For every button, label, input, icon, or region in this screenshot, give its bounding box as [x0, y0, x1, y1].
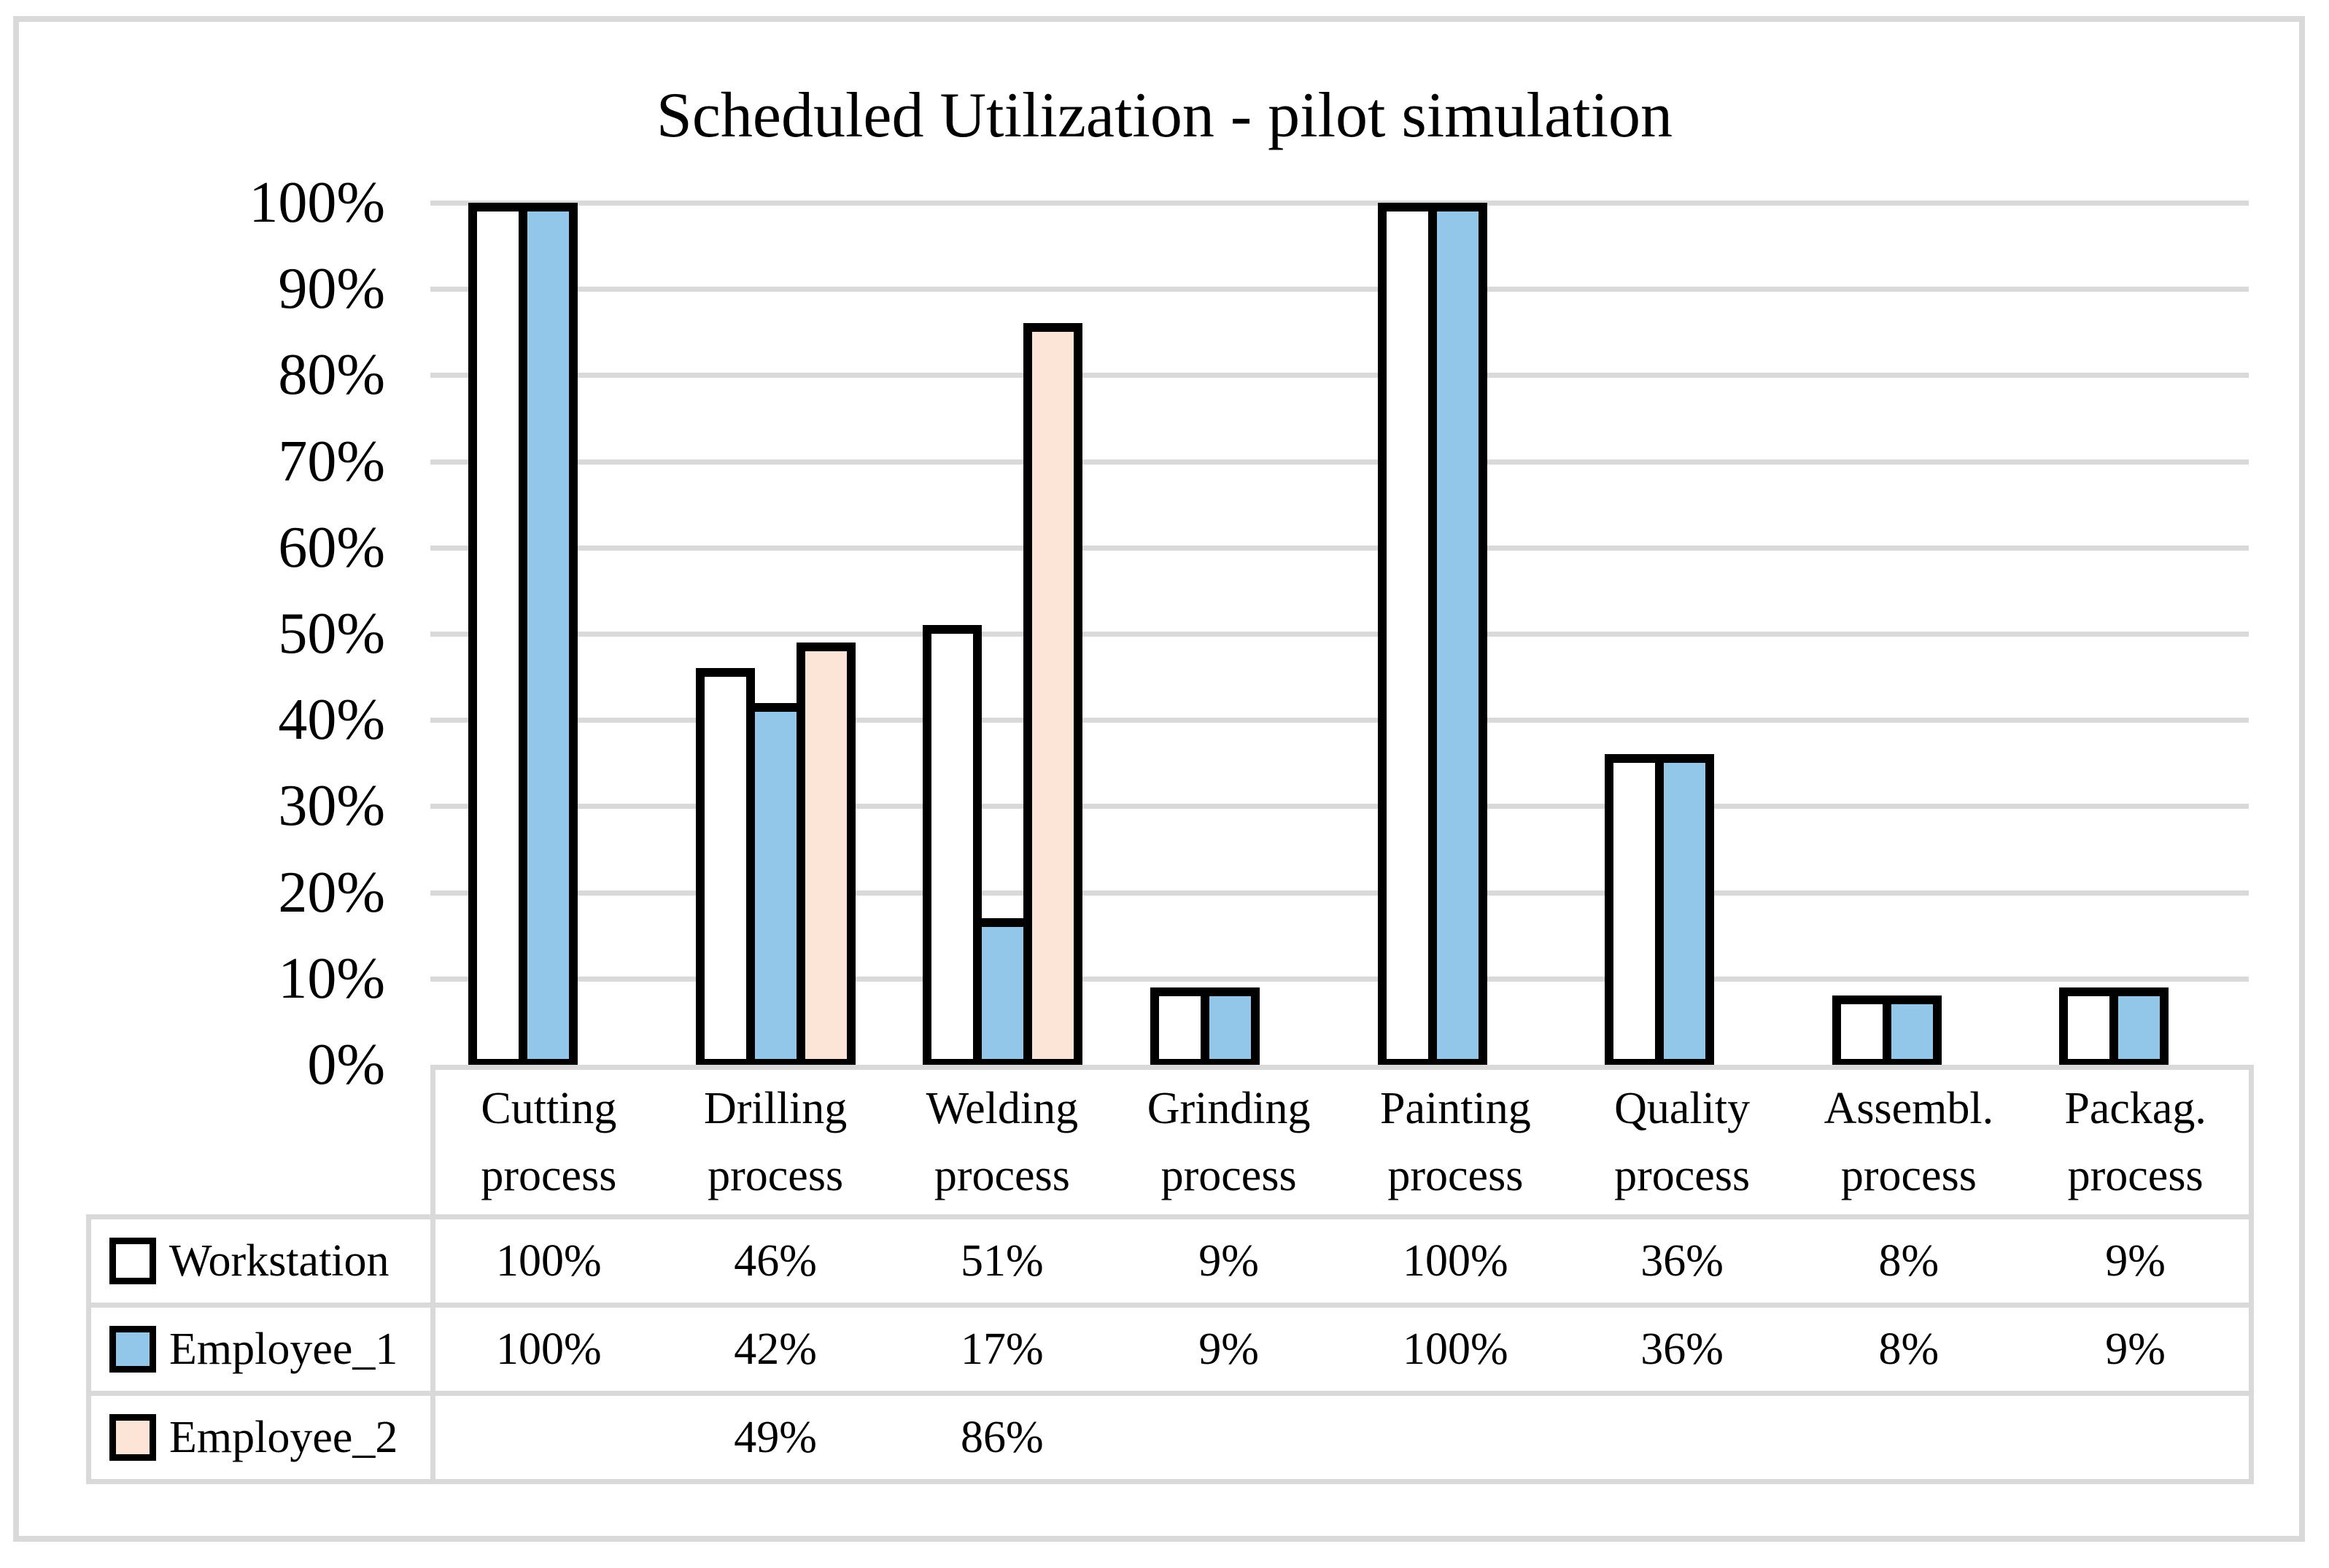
- bar-employee-1-assembl-process: [1882, 995, 1942, 1068]
- table-value-employee-2-quality-process: [1569, 1396, 1796, 1479]
- table-value-employee-2-cutting-process: [435, 1396, 662, 1479]
- table-value-employee-2-drilling-process: 49%: [734, 1412, 817, 1462]
- table-value-workstation-painting-process: 100%: [1403, 1235, 1508, 1286]
- chart-title: Scheduled Utilization - pilot simulation: [656, 80, 1673, 151]
- category-label-line: process: [2067, 1151, 2204, 1200]
- y-axis-tick-label: 40%: [278, 688, 385, 753]
- bar-employee-2-drilling-process: [796, 642, 856, 1068]
- category-label-line: process: [1614, 1151, 1751, 1200]
- table-row-employee-2: Employee_2 49% 86%: [91, 1391, 2249, 1479]
- table-value-employee-1-packag-process: 9%: [2105, 1324, 2166, 1374]
- category-label-line: Quality: [1614, 1084, 1751, 1133]
- category-label-line: Painting: [1380, 1084, 1531, 1133]
- table-value-employee-1-cutting-process: 100%: [496, 1324, 602, 1374]
- y-axis-tick-label: 90%: [278, 257, 385, 322]
- category-label-assembl-process: Assembl. process: [1796, 1070, 2023, 1214]
- y-axis-tick-label: 30%: [278, 774, 385, 839]
- category-label-cutting-process: Cutting process: [435, 1070, 662, 1214]
- bar-workstation-grinding-process: [1150, 987, 1209, 1068]
- legend-cell-employee-1: Employee_1: [91, 1308, 435, 1391]
- table-value-employee-1-welding-process: 17%: [961, 1324, 1044, 1374]
- table-value-workstation-drilling-process: 46%: [734, 1235, 817, 1286]
- legend-cell-employee-2: Employee_2: [91, 1396, 435, 1479]
- y-axis-tick-label: 100%: [249, 171, 385, 235]
- table-row-employee-1: Employee_1 100% 42% 17% 9% 100% 36% 8% 9%: [91, 1303, 2249, 1391]
- legend-key-icon: [109, 1326, 156, 1373]
- legend-label: Employee_1: [169, 1324, 398, 1374]
- gridline: [430, 718, 2249, 723]
- bar-employee-2-welding-process: [1023, 323, 1083, 1068]
- category-label-quality-process: Quality process: [1569, 1070, 1796, 1214]
- y-axis-tick-label: 70%: [278, 429, 385, 494]
- gridline: [430, 890, 2249, 896]
- gridline: [430, 632, 2249, 637]
- bar-workstation-welding-process: [923, 625, 983, 1068]
- data-table: Workstation 100% 46% 51% 9% 100% 36% 8% 9% Employ…: [86, 1214, 2254, 1484]
- category-label-line: Assembl.: [1824, 1084, 1994, 1133]
- category-label-painting-process: Painting process: [1342, 1070, 1569, 1214]
- category-label-line: Cutting: [481, 1084, 617, 1133]
- table-value-employee-2-grinding-process: [1115, 1396, 1342, 1479]
- table-row-workstation: Workstation 100% 46% 51% 9% 100% 36% 8% 9%: [91, 1219, 2249, 1303]
- table-value-employee-1-painting-process: 100%: [1403, 1324, 1508, 1374]
- category-label-line: process: [934, 1151, 1070, 1200]
- table-value-workstation-grinding-process: 9%: [1198, 1235, 1259, 1286]
- category-label-line: process: [708, 1151, 844, 1200]
- gridline: [430, 804, 2249, 810]
- table-value-employee-2-welding-process: 86%: [961, 1412, 1044, 1462]
- table-value-employee-1-quality-process: 36%: [1640, 1324, 1724, 1374]
- legend-label: Workstation: [169, 1235, 390, 1286]
- category-label-packag-process: Packag. process: [2022, 1070, 2249, 1214]
- table-value-employee-1-drilling-process: 42%: [734, 1324, 817, 1374]
- y-axis-tick-label: 50%: [278, 602, 385, 666]
- category-label-grinding-process: Grinding process: [1115, 1070, 1342, 1214]
- category-axis-strip: Cutting process Drilling process Welding proc…: [430, 1065, 2254, 1214]
- table-value-workstation-cutting-process: 100%: [496, 1235, 602, 1286]
- table-value-employee-1-assembl-process: 8%: [1878, 1324, 1939, 1374]
- legend-label: Employee_2: [169, 1412, 398, 1462]
- legend-key-icon: [109, 1414, 156, 1461]
- category-label-line: Packag.: [2064, 1084, 2206, 1133]
- bar-employee-1-quality-process: [1655, 754, 1715, 1068]
- category-label-line: Grinding: [1147, 1084, 1311, 1133]
- gridline: [430, 201, 2249, 206]
- table-value-workstation-quality-process: 36%: [1640, 1235, 1724, 1286]
- category-label-line: process: [1387, 1151, 1524, 1200]
- y-axis-tick-label: 60%: [278, 515, 385, 580]
- bar-employee-1-painting-process: [1427, 203, 1487, 1068]
- gridline: [430, 545, 2249, 551]
- y-axis-tick-label: 20%: [278, 860, 385, 925]
- gridline: [430, 976, 2249, 982]
- table-value-workstation-packag-process: 9%: [2105, 1235, 2166, 1286]
- y-axis-tick-label: 0%: [307, 1033, 385, 1097]
- bar-employee-1-welding-process: [973, 918, 1033, 1068]
- category-label-line: process: [1160, 1151, 1297, 1200]
- category-label-drilling-process: Drilling process: [662, 1070, 889, 1214]
- bar-employee-1-cutting-process: [519, 203, 578, 1068]
- gridline: [430, 459, 2249, 465]
- bar-workstation-cutting-process: [468, 203, 527, 1068]
- legend-cell-workstation: Workstation: [91, 1219, 435, 1303]
- y-axis-tick-label: 10%: [278, 946, 385, 1011]
- table-value-employee-2-assembl-process: [1796, 1396, 2023, 1479]
- table-value-workstation-assembl-process: 8%: [1878, 1235, 1939, 1286]
- table-value-employee-2-painting-process: [1342, 1396, 1569, 1479]
- gridline: [430, 373, 2249, 379]
- y-axis-tick-label: 80%: [278, 343, 385, 408]
- category-label-welding-process: Welding process: [889, 1070, 1116, 1214]
- table-value-employee-1-grinding-process: 9%: [1198, 1324, 1259, 1374]
- legend-key-icon: [109, 1238, 156, 1284]
- table-value-employee-2-packag-process: [2022, 1396, 2249, 1479]
- gridline: [430, 287, 2249, 292]
- bar-employee-1-grinding-process: [1200, 987, 1260, 1068]
- category-label-line: process: [481, 1151, 617, 1200]
- category-label-line: process: [1840, 1151, 1977, 1200]
- category-label-line: Welding: [926, 1084, 1079, 1133]
- table-value-workstation-welding-process: 51%: [961, 1235, 1044, 1286]
- category-label-line: Drilling: [703, 1084, 848, 1133]
- bar-employee-1-packag-process: [2109, 987, 2169, 1068]
